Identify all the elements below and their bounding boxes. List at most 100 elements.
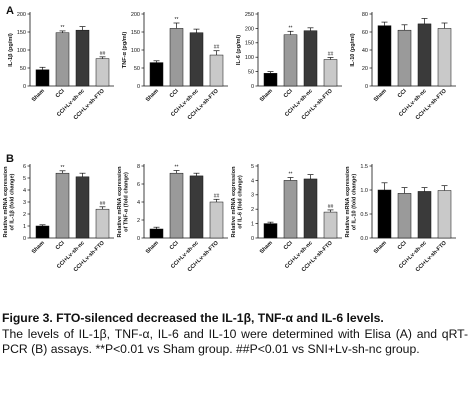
category-label: CCI [397, 240, 408, 251]
y-tick-label: 4 [137, 200, 140, 206]
chart-b-1: 0 1 2 3 4 5 6 Relative mRNA expressionof IL-1β … [3, 164, 114, 273]
significance-label: ## [214, 45, 220, 51]
y-tick-label: 50 [248, 70, 254, 76]
figure: A B 0 50 100 150 200 IL-1β (pg/ml) Sham ** CCI CC… [3, 5, 456, 273]
y-tick-label: 1.0 [360, 188, 368, 194]
bar-sham [35, 69, 50, 87]
y-tick-label: 200 [131, 12, 140, 18]
panel-letter-b: B [6, 153, 14, 165]
category-label: CCI [283, 88, 294, 99]
category-label: Sham [31, 88, 46, 103]
y-tick-label: 5 [23, 176, 26, 182]
bar-cci [55, 32, 70, 87]
chart-b-2: 0 2 4 6 8 Relative mRNA expressionof TNF-α (f… [117, 164, 228, 273]
y-tick-label: 60 [362, 30, 368, 36]
y-axis-label: Relative mRNA expressionof TNF-α (fold c… [117, 166, 130, 238]
bar-cci-lv-sh-fto [437, 28, 452, 87]
chart-b-3: 0 1 2 3 4 5 Relative mRNA expressionof IL-6 (f… [231, 164, 342, 273]
bar-cci-lv-sh-fto [209, 54, 224, 87]
y-tick-label: 1 [251, 222, 254, 228]
bar-sham [263, 223, 278, 239]
significance-label: ** [175, 165, 179, 171]
y-tick-label: 1.5 [360, 164, 368, 170]
bar-cci-lv-sh-nc [417, 23, 432, 87]
y-tick-label: 4 [251, 178, 254, 184]
y-tick-label: 150 [17, 30, 26, 36]
significance-label: ** [61, 165, 65, 171]
bar-cci [169, 28, 184, 87]
category-label: CCI [169, 240, 180, 251]
y-tick-label: 20 [362, 66, 368, 72]
category-label: Sham [259, 88, 274, 103]
bar-cci-lv-sh-nc [75, 176, 90, 239]
y-tick-label: 50 [134, 66, 140, 72]
y-tick-label: 50 [20, 66, 26, 72]
y-tick-label: 0 [137, 84, 140, 90]
y-tick-label: 2 [137, 218, 140, 224]
bar-sham [35, 225, 50, 239]
y-tick-label: 5 [251, 164, 254, 170]
y-tick-label: 0 [137, 236, 140, 242]
y-tick-label: 6 [23, 164, 26, 170]
y-tick-label: 80 [362, 12, 368, 18]
category-label: Sham [373, 240, 388, 255]
bar-cci-lv-sh-nc [75, 29, 90, 87]
y-axis-label: IL-10 (pg/ml) [350, 33, 356, 66]
bar-cci-lv-sh-nc [303, 30, 318, 87]
bar-cci [55, 172, 70, 239]
bar-sham [263, 73, 278, 87]
category-label: CCI [55, 240, 66, 251]
bar-cci-lv-sh-fto [95, 208, 110, 239]
panel-letter-a: A [6, 5, 14, 17]
caption-title: Figure 3. FTO-silenced decreased the IL-… [2, 311, 384, 325]
y-axis-label: Relative mRNA expressionof IL-1β (fold c… [3, 166, 16, 238]
significance-label: ## [328, 204, 334, 210]
category-label: CCI [169, 88, 180, 99]
y-tick-label: 2 [23, 212, 26, 218]
bar-sham [149, 228, 164, 239]
bar-cci-lv-sh-fto [95, 58, 110, 87]
y-tick-label: 200 [245, 26, 254, 32]
y-tick-label: 0.5 [360, 212, 368, 218]
bar-sham [377, 25, 392, 87]
y-tick-label: 0 [23, 84, 26, 90]
category-label: CCI [55, 88, 66, 99]
bar-cci-lv-sh-nc [417, 191, 432, 239]
bar-cci-lv-sh-nc [303, 178, 318, 239]
y-tick-label: 1 [23, 224, 26, 230]
y-tick-label: 40 [362, 48, 368, 54]
significance-label: ## [214, 193, 220, 199]
bar-cci [397, 29, 412, 87]
bar-sham [377, 189, 392, 239]
category-label: Sham [145, 240, 160, 255]
y-tick-label: 150 [245, 41, 254, 47]
y-axis-label: IL-1β (pg/ml) [8, 33, 14, 67]
significance-label: ** [175, 17, 179, 23]
category-label: Sham [259, 240, 274, 255]
y-tick-label: 200 [17, 12, 26, 18]
bar-cci [397, 193, 412, 239]
significance-label: ** [61, 25, 65, 31]
y-tick-label: 250 [245, 12, 254, 18]
bar-cci-lv-sh-nc [189, 32, 204, 87]
caption-body: The levels of IL-1β, TNF-α, IL-6 and IL-… [2, 326, 468, 357]
y-axis-label: TNF-α (pg/ml) [122, 32, 128, 69]
significance-label: ## [100, 201, 106, 207]
bar-cci-lv-sh-fto [323, 59, 338, 87]
category-label: CCI [283, 240, 294, 251]
y-tick-label: 0 [365, 84, 368, 90]
y-tick-label: 0 [251, 236, 254, 242]
y-tick-label: 3 [23, 200, 26, 206]
category-label: Sham [373, 88, 388, 103]
bar-cci-lv-sh-nc [189, 175, 204, 239]
y-tick-label: 6 [137, 182, 140, 188]
y-tick-label: 0.0 [360, 236, 368, 242]
figure-caption: Figure 3. FTO-silenced decreased the IL-… [2, 311, 468, 358]
y-tick-label: 150 [131, 30, 140, 36]
